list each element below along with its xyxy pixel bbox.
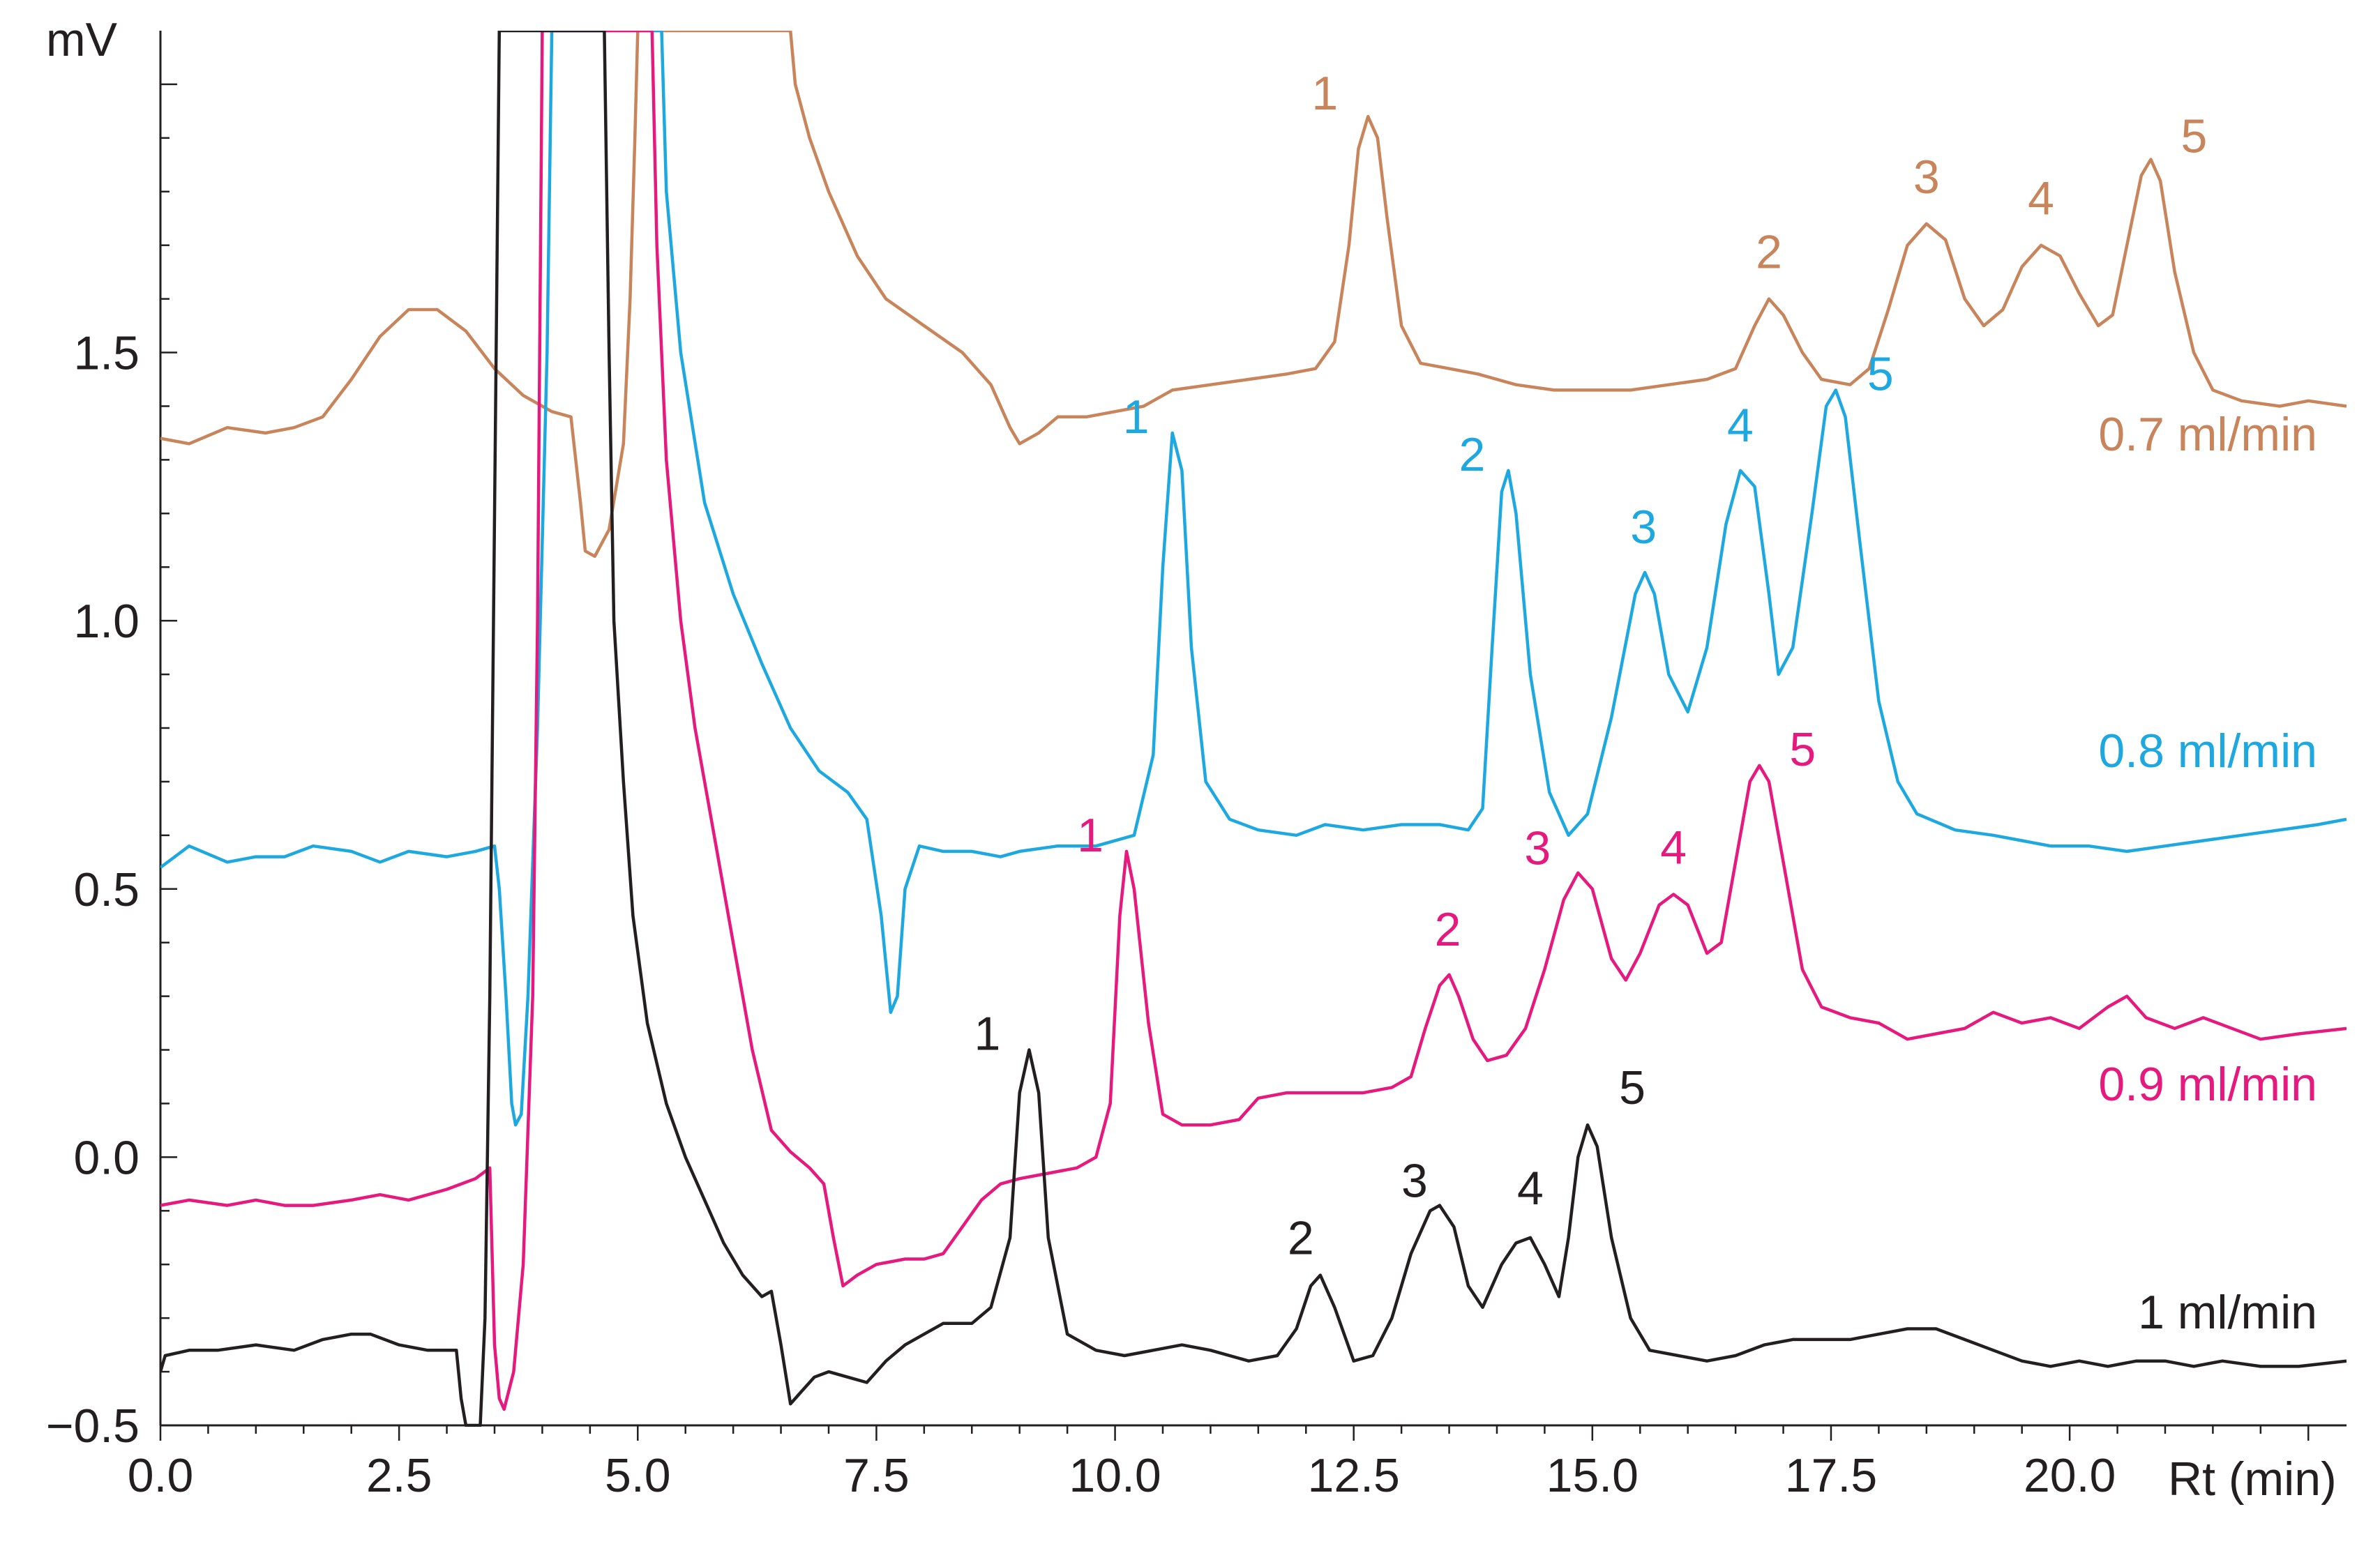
peak-label: 5 <box>2181 110 2208 163</box>
series-line <box>160 31 2347 1411</box>
series-name-label: 0.7 ml/min <box>2098 408 2317 461</box>
peak-label: 4 <box>2028 172 2054 225</box>
peak-label: 1 <box>1077 809 1104 862</box>
peak-label: 4 <box>1660 821 1687 874</box>
y-tick-label: 0.0 <box>73 1131 140 1184</box>
y-tick-label: 0.5 <box>73 863 140 916</box>
peak-label: 2 <box>1435 903 1461 956</box>
x-tick-label: 7.5 <box>843 1449 910 1502</box>
y-tick-label: −0.5 <box>46 1400 140 1453</box>
peak-label: 3 <box>1630 501 1657 554</box>
x-axis-title: Rt (min) <box>2168 1453 2337 1506</box>
peak-label: 3 <box>1401 1155 1428 1208</box>
x-tick-label: 15.0 <box>1546 1449 1639 1502</box>
peak-label: 4 <box>1517 1162 1544 1215</box>
x-tick-label: 0.0 <box>128 1449 194 1502</box>
series-line <box>160 31 2347 559</box>
peak-label: 2 <box>1756 226 1782 279</box>
series-name-label: 0.8 ml/min <box>2098 725 2317 778</box>
x-tick-label: 20.0 <box>2024 1449 2116 1502</box>
x-tick-label: 12.5 <box>1308 1449 1400 1502</box>
peak-label: 5 <box>1619 1061 1645 1114</box>
x-tick-label: 5.0 <box>605 1449 671 1502</box>
peak-label: 1 <box>974 1008 1000 1061</box>
peak-label: 1 <box>1123 391 1150 444</box>
labels-layer: 0.7 ml/min 1 2 3 4 5 0.8 ml/min 1 2 3 4 5 0.9 ml/min… <box>974 67 2317 1339</box>
x-tick-label: 10.0 <box>1069 1449 1161 1502</box>
y-tick-label: 1.0 <box>73 595 140 648</box>
y-tick-label: 1.5 <box>73 327 140 380</box>
peak-label: 5 <box>1789 723 1816 776</box>
series-line <box>160 31 2347 1427</box>
y-axis-title: mV <box>46 13 118 66</box>
series-layer <box>160 31 2347 1427</box>
peak-label: 4 <box>1727 399 1754 452</box>
peak-label: 3 <box>1913 151 1940 204</box>
peak-label: 3 <box>1524 822 1551 875</box>
peak-label: 2 <box>1288 1212 1314 1265</box>
series-name-label: 0.9 ml/min <box>2098 1058 2317 1111</box>
x-tick-label: 2.5 <box>366 1449 432 1502</box>
x-tick-label: 17.5 <box>1785 1449 1877 1502</box>
series-line <box>160 31 2347 1127</box>
peak-label: 1 <box>1311 67 1338 120</box>
peak-label: 5 <box>1867 347 1894 400</box>
axes: 0.0 2.5 5.0 7.5 10.0 12.5 15.0 17.5 20.0−0.50.00… <box>46 31 2347 1502</box>
peak-label: 2 <box>1459 428 1485 481</box>
series-name-label: 1 ml/min <box>2138 1286 2317 1339</box>
